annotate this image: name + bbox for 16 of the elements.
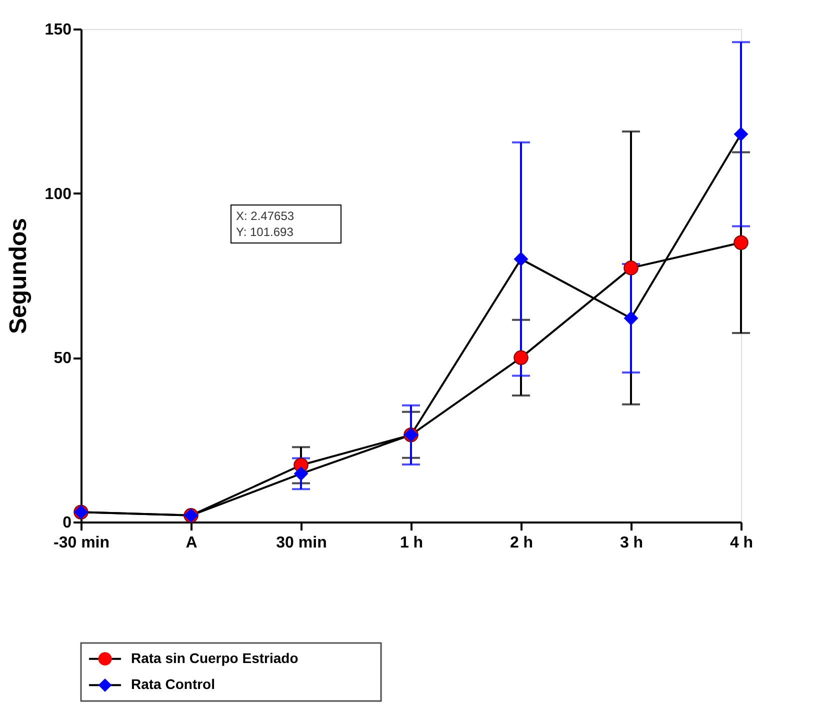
legend-label: Rata sin Cuerpo Estriado (131, 650, 298, 666)
x-tick-label: 1 h (400, 534, 424, 552)
x-tick-label: A (186, 534, 198, 552)
legend-label: Rata Control (131, 676, 215, 692)
y-axis-title: Segundos (4, 218, 32, 334)
x-tick-label: 30 min (276, 534, 327, 552)
annotation: Y: 101.693 (236, 225, 294, 239)
annotation: X: 2.47653 (236, 209, 294, 223)
y-tick-label: 100 (44, 186, 72, 203)
x-tick-label: 4 h (730, 534, 754, 552)
x-tick-label: 2 h (510, 534, 534, 552)
x-tick-label: -30 min (53, 534, 110, 552)
y-tick-label: 0 (62, 514, 72, 532)
y-tick-label: 50 (54, 350, 72, 368)
y-tick-label: 150 (44, 22, 72, 38)
x-tick-label: 3 h (620, 534, 644, 552)
